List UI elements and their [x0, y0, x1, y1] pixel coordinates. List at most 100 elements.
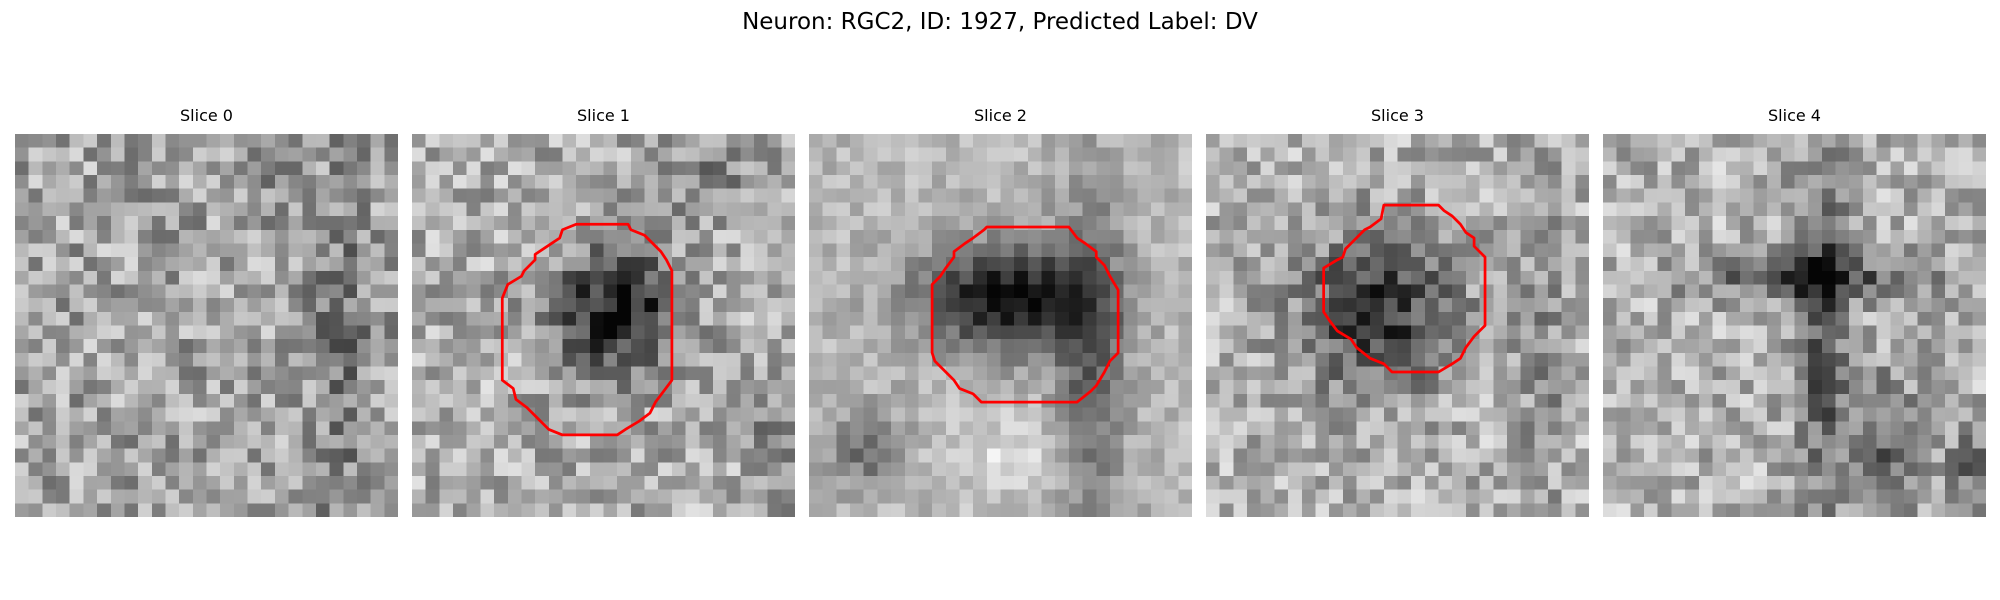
image-pixel: [1506, 229, 1521, 244]
image-pixel: [69, 161, 84, 176]
image-pixel: [247, 325, 262, 340]
image-pixel: [1096, 202, 1111, 217]
image-pixel: [1068, 175, 1083, 189]
image-pixel: [685, 421, 700, 436]
image-pixel: [1452, 298, 1467, 313]
image-pixel: [1465, 298, 1480, 313]
image-pixel: [1671, 257, 1686, 272]
image-pixel: [165, 311, 180, 326]
image-pixel: [781, 380, 795, 395]
image-pixel: [1944, 161, 1959, 176]
image-pixel: [1561, 421, 1576, 436]
image-pixel: [1876, 257, 1891, 272]
image-pixel: [179, 257, 194, 272]
image-pixel: [247, 311, 262, 326]
image-pixel: [83, 366, 98, 381]
image-pixel: [1137, 298, 1152, 313]
image-pixel: [1862, 475, 1877, 490]
image-pixel: [589, 229, 604, 244]
image-pixel: [1411, 229, 1426, 244]
image-pixel: [1383, 407, 1398, 422]
image-pixel: [1493, 216, 1508, 231]
image-pixel: [521, 448, 536, 463]
image-pixel: [1000, 366, 1015, 381]
image-pixel: [1055, 352, 1070, 367]
image-pixel: [1137, 257, 1152, 272]
image-pixel: [904, 407, 919, 422]
image-pixel: [1575, 462, 1589, 477]
image-pixel: [1726, 366, 1741, 381]
image-pixel: [1438, 503, 1453, 517]
image-pixel: [1260, 175, 1275, 189]
image-pixel: [1274, 462, 1289, 477]
image-pixel: [412, 325, 426, 340]
image-pixel: [1233, 270, 1248, 285]
image-pixel: [1288, 134, 1303, 148]
image-pixel: [1835, 366, 1850, 381]
image-pixel: [712, 393, 727, 408]
image-pixel: [576, 407, 591, 422]
image-pixel: [685, 489, 700, 504]
image-pixel: [356, 161, 371, 176]
image-pixel: [822, 243, 837, 258]
image-pixel: [206, 270, 221, 285]
image-pixel: [535, 202, 550, 217]
image-pixel: [1808, 325, 1823, 340]
image-pixel: [302, 229, 317, 244]
image-pixel: [986, 339, 1001, 354]
image-pixel: [1137, 434, 1152, 449]
image-pixel: [151, 434, 166, 449]
image-pixel: [1917, 284, 1932, 299]
image-pixel: [1849, 434, 1864, 449]
image-pixel: [1150, 434, 1165, 449]
image-pixel: [1055, 147, 1070, 162]
image-pixel: [1096, 175, 1111, 189]
image-pixel: [1206, 243, 1220, 258]
image-pixel: [370, 503, 385, 517]
image-pixel: [179, 270, 194, 285]
image-pixel: [1520, 339, 1535, 354]
image-pixel: [206, 339, 221, 354]
image-pixel: [1274, 243, 1289, 258]
image-pixel: [466, 407, 481, 422]
image-pixel: [535, 147, 550, 162]
image-pixel: [1260, 216, 1275, 231]
image-pixel: [384, 298, 398, 313]
image-pixel: [1014, 462, 1029, 477]
image-pixel: [466, 216, 481, 231]
image-pixel: [1370, 229, 1385, 244]
image-pixel: [822, 380, 837, 395]
image-pixel: [439, 161, 454, 176]
image-pixel: [1000, 475, 1015, 490]
image-pixel: [220, 188, 235, 203]
image-pixel: [740, 147, 755, 162]
image-pixel: [1247, 202, 1261, 217]
image-pixel: [1520, 298, 1535, 313]
image-pixel: [1479, 352, 1494, 367]
image-pixel: [1123, 462, 1138, 477]
image-pixel: [1603, 475, 1617, 490]
image-pixel: [1739, 489, 1754, 504]
image-pixel: [781, 134, 795, 148]
image-pixel: [836, 134, 851, 148]
image-pixel: [521, 366, 536, 381]
image-pixel: [42, 257, 57, 272]
image-pixel: [192, 257, 207, 272]
image-pixel: [42, 325, 57, 340]
image-pixel: [288, 339, 303, 354]
image-pixel: [1370, 380, 1385, 395]
image-pixel: [891, 462, 906, 477]
image-pixel: [918, 407, 933, 422]
cell-outline: [930, 225, 1120, 404]
image-pixel: [932, 161, 947, 176]
image-pixel: [521, 339, 536, 354]
image-pixel: [151, 175, 166, 189]
image-pixel: [453, 298, 467, 313]
image-pixel: [1712, 188, 1727, 203]
image-pixel: [617, 298, 632, 313]
image-pixel: [384, 161, 398, 176]
image-pixel: [1903, 284, 1918, 299]
image-pixel: [1082, 434, 1097, 449]
image-pixel: [42, 188, 57, 203]
image-pixel: [15, 243, 29, 258]
